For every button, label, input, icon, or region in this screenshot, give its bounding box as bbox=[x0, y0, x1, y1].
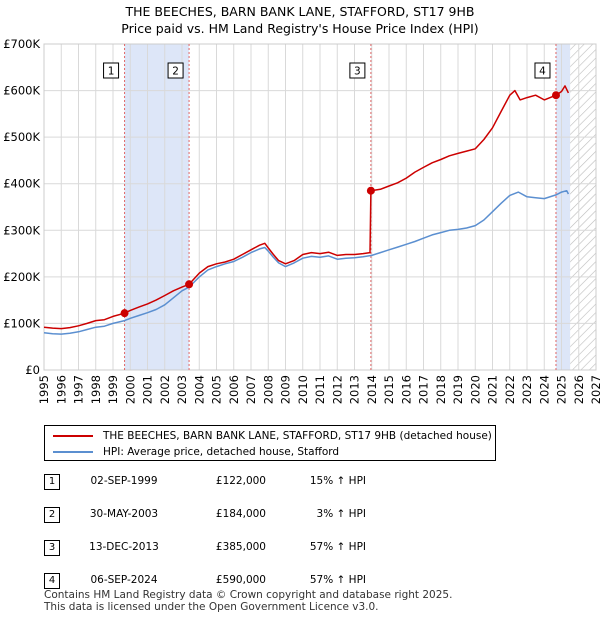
x-tick-label: 2000 bbox=[123, 375, 137, 404]
sale-marker-2: 2 bbox=[44, 507, 60, 523]
x-tick-label: 2001 bbox=[141, 375, 155, 404]
sale-hpi-change: 57% ↑ HPI bbox=[309, 541, 366, 553]
x-tick-label: 2021 bbox=[486, 375, 500, 404]
footer-copyright: Contains HM Land Registry data © Crown c… bbox=[44, 589, 453, 601]
x-tick-label: 2012 bbox=[330, 375, 344, 404]
footer-license: This data is licensed under the Open Gov… bbox=[44, 601, 379, 613]
chart-title: THE BEECHES, BARN BANK LANE, STAFFORD, S… bbox=[125, 4, 475, 19]
x-tick-label: 2019 bbox=[451, 375, 465, 404]
property-price-line bbox=[43, 85, 570, 330]
sale-label-box-4 bbox=[534, 62, 551, 79]
sale-price: £122,000 bbox=[215, 475, 266, 487]
legend-line-hpi bbox=[53, 451, 93, 453]
x-tick-label: 2006 bbox=[227, 375, 241, 404]
sale-date: 30-MAY-2003 bbox=[89, 508, 159, 520]
x-tick-label: 2011 bbox=[313, 375, 327, 404]
x-tick-label: 2010 bbox=[296, 375, 310, 404]
shaded-period-1 bbox=[124, 44, 190, 370]
legend-label-property: THE BEECHES, BARN BANK LANE, STAFFORD, S… bbox=[103, 430, 492, 442]
x-tick-label: 2008 bbox=[261, 375, 275, 404]
sale-label-box-1 bbox=[103, 62, 120, 79]
y-tick-label: £500K bbox=[3, 130, 40, 144]
x-tick-label: 2007 bbox=[244, 375, 258, 404]
future-hatch bbox=[570, 44, 596, 370]
sale-date: 02-SEP-1999 bbox=[90, 475, 158, 487]
sale-price: £184,000 bbox=[215, 508, 266, 520]
x-tick-label: 1996 bbox=[54, 375, 68, 404]
sale-marker-3: 3 bbox=[44, 540, 60, 556]
sale-label-box-3 bbox=[349, 62, 366, 79]
table-row: 2 30-MAY-2003 £184,000 3% ↑ HPI bbox=[44, 507, 484, 525]
y-tick-label: £300K bbox=[3, 223, 40, 237]
sale-point-3 bbox=[366, 186, 375, 195]
x-tick-label: 2023 bbox=[520, 375, 534, 404]
table-row: 1 02-SEP-1999 £122,000 15% ↑ HPI bbox=[44, 474, 484, 492]
legend-item-property: THE BEECHES, BARN BANK LANE, STAFFORD, S… bbox=[53, 428, 492, 444]
sale-hpi-change: 15% ↑ HPI bbox=[309, 475, 366, 487]
sale-hpi-change: 57% ↑ HPI bbox=[309, 574, 366, 586]
legend: THE BEECHES, BARN BANK LANE, STAFFORD, S… bbox=[44, 425, 496, 461]
x-tick-label: 2025 bbox=[555, 375, 569, 404]
sale-label-1: 1 bbox=[108, 66, 115, 78]
y-tick-label: £400K bbox=[3, 177, 40, 191]
x-tick-label: 2020 bbox=[468, 375, 482, 404]
x-tick-label: 2027 bbox=[589, 375, 600, 404]
x-tick-label: 1995 bbox=[37, 375, 51, 404]
price-chart: £0 £100K £200K £300K £400K £500K £600K £700K 199… bbox=[3, 37, 600, 404]
x-tick-label: 2022 bbox=[503, 375, 517, 404]
sale-label-2: 2 bbox=[172, 66, 179, 78]
y-tick-label: £0 bbox=[25, 363, 40, 377]
plot-frame bbox=[43, 43, 597, 371]
x-tick-label: 1998 bbox=[89, 375, 103, 404]
x-tick-label: 2003 bbox=[175, 375, 189, 404]
sale-point-4 bbox=[551, 91, 560, 100]
x-tick-label: 1997 bbox=[72, 375, 86, 404]
legend-label-hpi: HPI: Average price, detached house, Staf… bbox=[103, 446, 340, 458]
sale-date: 13-DEC-2013 bbox=[89, 541, 159, 553]
x-tick-label: 2009 bbox=[279, 375, 293, 404]
sale-hpi-change: 3% ↑ HPI bbox=[316, 508, 366, 520]
x-tick-label: 2015 bbox=[382, 375, 396, 404]
y-tick-label: £600K bbox=[3, 84, 40, 98]
y-tick-label: £100K bbox=[3, 316, 40, 330]
legend-line-property bbox=[53, 435, 93, 437]
table-row: 3 13-DEC-2013 £385,000 57% ↑ HPI bbox=[44, 540, 484, 558]
sale-label-box-2 bbox=[167, 62, 184, 79]
x-tick-label: 2024 bbox=[537, 375, 551, 404]
x-tick-label: 2013 bbox=[348, 375, 362, 404]
sale-date: 06-SEP-2024 bbox=[90, 574, 158, 586]
sale-point-2 bbox=[185, 280, 194, 289]
sale-marker-1: 1 bbox=[44, 474, 60, 490]
x-tick-label: 2026 bbox=[572, 375, 586, 404]
x-tick-label: 2016 bbox=[399, 375, 413, 404]
x-tick-label: 2014 bbox=[365, 375, 379, 404]
sale-price: £590,000 bbox=[215, 574, 266, 586]
hpi-line bbox=[43, 189, 570, 335]
chart-subtitle: Price paid vs. HM Land Registry's House … bbox=[121, 21, 479, 36]
y-tick-label: £700K bbox=[3, 37, 40, 51]
table-row: 4 06-SEP-2024 £590,000 57% ↑ HPI bbox=[44, 573, 484, 591]
y-tick-label: £200K bbox=[3, 270, 40, 284]
sale-point-1 bbox=[120, 309, 129, 318]
x-tick-label: 2018 bbox=[434, 375, 448, 404]
sale-label-3: 3 bbox=[354, 66, 361, 78]
legend-item-hpi: HPI: Average price, detached house, Staf… bbox=[53, 444, 339, 460]
x-tick-label: 2017 bbox=[417, 375, 431, 404]
shaded-period-2 bbox=[555, 44, 571, 370]
sale-price: £385,000 bbox=[215, 541, 266, 553]
x-tick-label: 1999 bbox=[106, 375, 120, 404]
sale-marker-4: 4 bbox=[44, 573, 60, 589]
x-tick-label: 2002 bbox=[158, 375, 172, 404]
x-tick-label: 2005 bbox=[210, 375, 224, 404]
x-tick-label: 2004 bbox=[192, 375, 206, 404]
sale-label-4: 4 bbox=[539, 66, 546, 78]
